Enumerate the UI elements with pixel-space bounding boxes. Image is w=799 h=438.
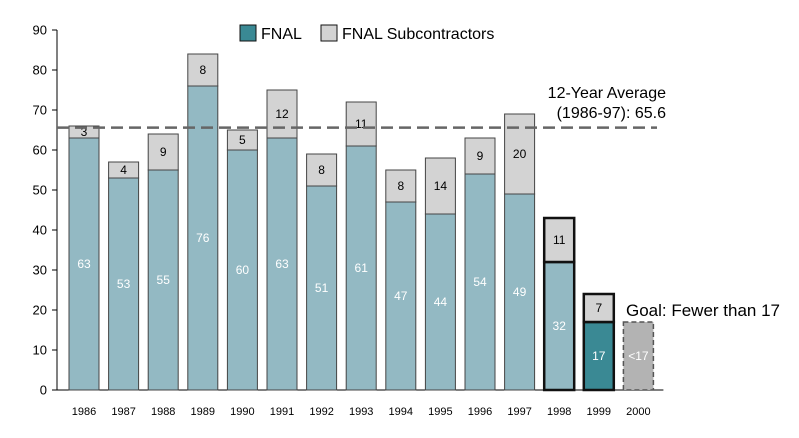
- bar-subcontractors-label: 4: [120, 163, 127, 177]
- y-tick-label: 60: [33, 143, 47, 158]
- bar-fnal: [68, 137, 100, 391]
- x-tick-label: 1999: [587, 406, 611, 418]
- bar-fnal: [226, 149, 258, 391]
- bar-subcontractors: [147, 133, 179, 171]
- bar-fnal: [108, 177, 140, 391]
- bar-subcontractors-label: 5: [239, 133, 246, 147]
- bar-subcontractors: [385, 169, 417, 203]
- x-tick-label: 1987: [111, 406, 135, 418]
- x-tick-label: 1989: [191, 406, 215, 418]
- legend-label-fnal: FNAL: [261, 26, 302, 43]
- bar-fnal-label: 53: [117, 277, 131, 291]
- bar-fnal: [147, 169, 179, 391]
- bar-fnal: [542, 260, 576, 392]
- bar-subcontractors-label: 8: [397, 179, 404, 193]
- x-tick-label: 1998: [547, 406, 571, 418]
- bar-subcontractors-label: 14: [434, 179, 448, 193]
- bar-fnal-label: 55: [157, 273, 171, 287]
- y-tick-label: 20: [33, 303, 47, 318]
- legend: FNAL FNAL Subcontractors: [239, 24, 494, 43]
- bar-subcontractors: [542, 216, 576, 264]
- bar-subcontractors: [226, 129, 258, 151]
- x-tick-label: 1994: [389, 406, 413, 418]
- x-axis: 1986 1987 1988 1989 1990 1991 1992 1993 1994 1995…: [57, 389, 664, 418]
- x-tick-label: 1991: [270, 406, 294, 418]
- bar-fnal: [266, 137, 298, 391]
- x-tick-label: 1986: [72, 406, 96, 418]
- bar-subcontractors-label: 8: [318, 163, 325, 177]
- y-axis: 0 10 20 30 40 50 60 70 80 90: [33, 23, 58, 398]
- bar-fnal-label: 63: [275, 257, 289, 271]
- bar-fnal-label: 44: [434, 295, 448, 309]
- average-label-line2: (1986-97): 65.6: [557, 105, 667, 122]
- bar-subcontractors: [464, 137, 496, 175]
- bar-subcontractors: [424, 157, 456, 215]
- average-label-line1: 12-Year Average: [548, 85, 666, 102]
- y-tick-label: 10: [33, 343, 47, 358]
- x-tick-label: 1996: [468, 406, 492, 418]
- bar-fnal-label: 76: [196, 231, 210, 245]
- y-tick-label: 50: [33, 183, 47, 198]
- bar-fnal: [504, 193, 536, 391]
- bar-subcontractors-label: 9: [477, 149, 484, 163]
- x-tick-label: 1995: [428, 406, 452, 418]
- bar-fnal-label: 61: [355, 261, 369, 275]
- bar-subcontractors-label: 11: [355, 117, 368, 131]
- bar-subcontractors-label: 11: [553, 233, 566, 247]
- y-tick-label: 40: [33, 223, 47, 238]
- bar-subcontractors: [582, 292, 616, 324]
- x-tick-label: 1988: [151, 406, 175, 418]
- bar-subcontractors-label: 7: [595, 301, 602, 315]
- y-tick-label: 30: [33, 263, 47, 278]
- x-tick-label: 2000: [626, 406, 650, 418]
- bar-subcontractors: [68, 125, 100, 139]
- goal-bar: [622, 321, 655, 391]
- bar-subcontractors-label: 9: [160, 145, 167, 159]
- bar-subcontractors: [306, 153, 338, 187]
- bar-fnal-label: 63: [77, 257, 91, 271]
- bar-fnal-label: 17: [592, 349, 606, 363]
- bar-subcontractors-label: 12: [275, 107, 289, 121]
- bar-subcontractors: [108, 161, 140, 179]
- bar-subcontractors-label: 3: [81, 125, 88, 139]
- legend-swatch-subcontractors: [320, 24, 338, 42]
- bar-fnal-label: 60: [236, 263, 250, 277]
- bar-fnal-label: 49: [513, 285, 527, 299]
- bar-fnal: [187, 85, 219, 391]
- x-tick-label: 1990: [230, 406, 254, 418]
- y-tick-label: 0: [40, 383, 47, 398]
- bar-fnal-label: 32: [553, 319, 567, 333]
- y-tick-label: 80: [33, 63, 47, 78]
- x-tick-label: 1997: [507, 406, 531, 418]
- bar-subcontractors: [266, 89, 298, 139]
- bar-subcontractors: [345, 101, 377, 147]
- goal-text: Goal: Fewer than 17: [626, 301, 780, 320]
- bar-fnal-label: 54: [473, 275, 487, 289]
- y-tick-label: 70: [33, 103, 47, 118]
- bar-subcontractors-label: 20: [513, 147, 527, 161]
- goal-bar-label: <17: [628, 349, 649, 363]
- bars: 63 3 53 4 55 9 76 8 60 5 63 12 51 8 61 11 47 8 44 14 54 9 49 20…: [68, 53, 616, 392]
- goal-group: <17 Goal: Fewer than 17: [622, 301, 780, 391]
- x-tick-label: 1993: [349, 406, 373, 418]
- bar-fnal-label: 51: [315, 281, 329, 295]
- bar-fnal-label: 47: [394, 289, 408, 303]
- bar-fnal: [385, 201, 417, 391]
- bar-subcontractors-label: 8: [199, 63, 206, 77]
- legend-swatch-fnal: [239, 24, 257, 42]
- average-line-group: 12-Year Average (1986-97): 65.6: [57, 85, 667, 129]
- y-tick-label: 90: [33, 23, 47, 38]
- legend-label-subcontractors: FNAL Subcontractors: [342, 26, 494, 43]
- bar-subcontractors: [187, 53, 219, 87]
- bar-fnal: [345, 145, 377, 391]
- x-tick-label: 1992: [309, 406, 333, 418]
- bar-fnal: [424, 213, 456, 391]
- bar-fnal: [464, 173, 496, 391]
